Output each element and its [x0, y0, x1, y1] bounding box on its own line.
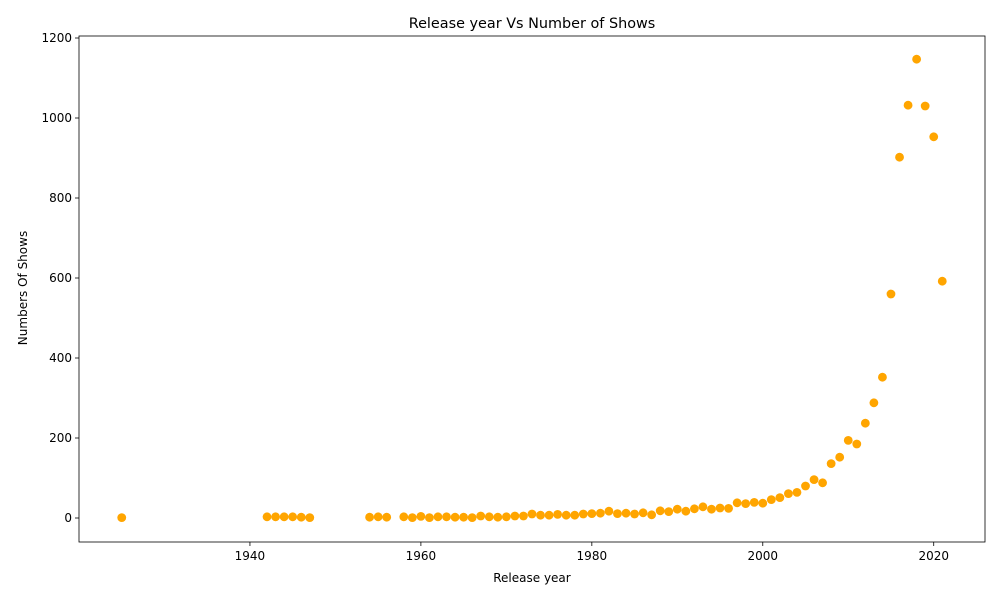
data-point [766, 495, 776, 504]
data-point [271, 512, 280, 522]
data-point [587, 509, 597, 518]
y-tick-label: 600 [49, 271, 72, 285]
data-point [672, 504, 682, 514]
data-points [117, 54, 947, 522]
data-point [681, 506, 691, 516]
data-point [826, 459, 836, 468]
data-point [878, 372, 887, 382]
data-point [493, 512, 503, 522]
y-tick-label: 1000 [41, 111, 72, 125]
x-tick-label: 1960 [406, 549, 437, 563]
data-point [279, 512, 289, 522]
data-point [442, 512, 451, 522]
data-point [809, 475, 819, 484]
data-point [467, 513, 477, 522]
x-tick-label: 1980 [577, 549, 608, 563]
data-point [450, 512, 460, 522]
data-point [664, 507, 674, 516]
data-point [373, 512, 383, 522]
data-point [621, 508, 631, 518]
data-point [561, 510, 571, 520]
data-point [920, 101, 930, 111]
data-point [604, 506, 614, 516]
x-axis-ticks: 1940 1960 1980 2000 2020 [235, 542, 949, 563]
plot-frame [78, 35, 986, 543]
data-point [758, 498, 768, 508]
x-tick-label: 1940 [235, 549, 266, 563]
x-axis-label: Release year [493, 571, 571, 585]
y-axis-label: Numbers Of Shows [16, 231, 30, 345]
data-point [690, 504, 699, 514]
data-point [912, 54, 922, 64]
data-point [707, 504, 716, 514]
data-point [749, 498, 759, 507]
y-tick-label: 400 [49, 351, 72, 365]
data-point [869, 398, 879, 408]
data-point [741, 499, 751, 508]
data-point [519, 511, 528, 521]
data-point [407, 513, 417, 522]
data-point [630, 509, 639, 519]
data-point [553, 510, 563, 519]
data-point [784, 489, 793, 498]
data-point [296, 512, 306, 522]
data-point [527, 509, 537, 519]
data-point [433, 512, 443, 522]
data-point [929, 132, 939, 142]
data-point [835, 452, 845, 462]
data-point [638, 508, 648, 518]
x-tick-label: 2000 [748, 549, 779, 563]
data-point [570, 510, 580, 520]
data-point [365, 512, 374, 522]
data-point [775, 493, 785, 502]
data-point [895, 152, 904, 162]
data-point [937, 276, 947, 286]
data-point [305, 513, 315, 522]
data-point [578, 509, 588, 519]
chart-title: Release year Vs Number of Shows [409, 16, 656, 32]
data-point [818, 478, 827, 488]
data-point [698, 502, 708, 512]
data-point [288, 512, 298, 522]
data-point [801, 481, 810, 491]
data-point [860, 418, 870, 428]
data-point [647, 510, 657, 520]
data-point [724, 504, 733, 513]
data-point [501, 512, 511, 522]
y-tick-label: 0 [64, 511, 72, 525]
data-point [425, 513, 434, 522]
data-point [544, 510, 554, 520]
data-point [476, 511, 486, 521]
data-point [510, 511, 520, 521]
y-tick-label: 200 [49, 431, 72, 445]
x-tick-label: 2020 [918, 549, 949, 563]
y-tick-label: 1200 [41, 31, 72, 45]
data-point [536, 510, 545, 520]
data-point [484, 512, 494, 522]
data-point [117, 513, 127, 522]
data-point [792, 488, 802, 497]
data-point [613, 509, 622, 518]
data-point [732, 498, 742, 508]
data-point [459, 512, 469, 522]
data-point [416, 512, 426, 521]
data-point [903, 100, 913, 110]
data-point [655, 506, 665, 516]
data-point [715, 503, 725, 513]
data-point [886, 289, 896, 299]
data-point [382, 512, 392, 522]
data-point [843, 436, 853, 445]
y-axis-ticks: 0 200 400 600 800 1000 1200 [41, 31, 79, 525]
data-point [595, 508, 605, 518]
data-point [399, 512, 409, 522]
y-tick-label: 800 [49, 191, 72, 205]
data-point [852, 439, 862, 449]
data-point [262, 512, 272, 522]
